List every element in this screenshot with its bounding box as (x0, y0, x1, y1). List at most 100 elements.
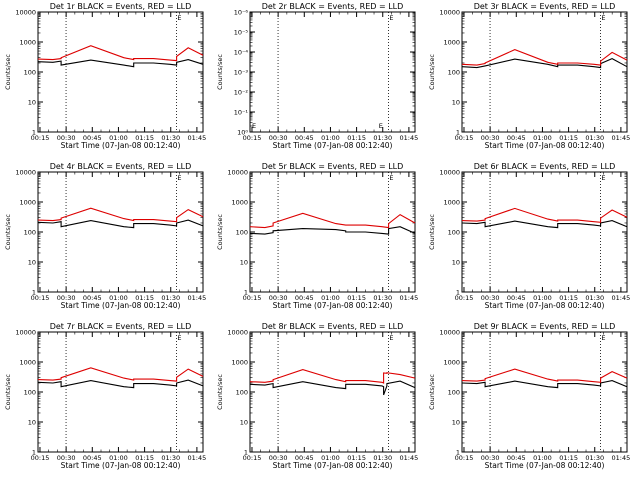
y-axis-label: Counts/sec (4, 374, 12, 410)
x-tick-label: 00:15 (31, 454, 50, 462)
y-tick-label: 100 (448, 69, 460, 77)
panel-det-2: Det 2r BLACK = Events, RED = LLD 10⁰ 10⁻¹ 1… (216, 2, 418, 150)
series-line-lld (461, 207, 628, 223)
series-line-events (249, 226, 416, 235)
y-tick-label: 10⁰ (237, 129, 248, 137)
plot-frame (461, 11, 628, 133)
x-tick-label: 00:15 (243, 134, 262, 142)
plot-frame (37, 11, 204, 133)
e-marker-label: E (379, 122, 383, 130)
y-tick-label: 1 (32, 449, 36, 457)
x-tick-label: 01:30 (373, 134, 392, 142)
panel-det-5: Det 5r BLACK = Events, RED = LLD 1 10 100 10… (216, 162, 418, 310)
panel-title: Det 7r BLACK = Events, RED = LLD (50, 322, 192, 331)
y-tick-label: 1 (32, 129, 36, 137)
e-marker-label: E (389, 334, 393, 342)
x-tick-label: 01:45 (400, 454, 419, 462)
x-tick-label: 01:30 (373, 454, 392, 462)
y-tick-label: 100 (24, 389, 36, 397)
y-tick-label: 10000 (439, 169, 460, 177)
panel-title: Det 3r BLACK = Events, RED = LLD (474, 2, 616, 11)
panel-title: Det 1r BLACK = Events, RED = LLD (50, 2, 192, 11)
y-tick-label: 10⁻⁶ (234, 9, 249, 17)
x-axis-label: Start Time (07-Jan-08 00:12:40) (273, 301, 393, 310)
e-marker-label: E (389, 14, 393, 22)
y-axis-label: Counts/sec (216, 54, 224, 90)
plot-frame (37, 171, 204, 293)
x-tick-label: 01:30 (161, 294, 180, 302)
x-tick-label: 00:15 (455, 294, 474, 302)
x-tick-label: 01:45 (612, 294, 631, 302)
x-tick-label: 00:45 (295, 454, 314, 462)
x-tick-label: 01:15 (347, 134, 366, 142)
series-line-lld (249, 212, 416, 229)
y-axis-label: Counts/sec (428, 374, 436, 410)
series-line-events (37, 59, 204, 68)
y-tick-label: 10000 (227, 329, 248, 337)
y-tick-label: 10 (240, 259, 248, 267)
y-axis-label: Counts/sec (216, 214, 224, 250)
y-tick-label: 100 (236, 389, 248, 397)
series-line-lld (249, 369, 416, 384)
x-tick-label: 00:30 (57, 134, 76, 142)
e-marker-label: E (177, 334, 181, 342)
y-tick-label: 10⁻⁵ (234, 29, 249, 37)
y-tick-label: 10⁻³ (234, 69, 249, 77)
x-tick-label: 00:30 (481, 294, 500, 302)
series-line-lld (37, 367, 204, 382)
x-tick-label: 01:30 (373, 294, 392, 302)
panel-det-1: Det 1r BLACK = Events, RED = LLD 1 10 100 10… (4, 2, 206, 150)
y-tick-label: 1 (456, 289, 460, 297)
y-axis-label: Counts/sec (4, 54, 12, 90)
y-tick-label: 100 (24, 229, 36, 237)
x-tick-label: 01:45 (400, 134, 419, 142)
y-tick-label: 1000 (443, 39, 460, 47)
x-tick-label: 00:45 (507, 134, 526, 142)
x-tick-label: 01:00 (321, 454, 340, 462)
series-line-events (461, 380, 628, 389)
x-tick-label: 01:45 (612, 134, 631, 142)
series-line-events (37, 379, 204, 389)
x-tick-label: 01:45 (188, 294, 207, 302)
y-tick-label: 10⁻² (234, 89, 249, 97)
series-line-lld (461, 49, 628, 66)
series-line-events (461, 220, 628, 229)
e-marker-label: E (177, 174, 181, 182)
x-tick-label: 00:45 (83, 294, 102, 302)
series-line-lld (461, 368, 628, 383)
y-tick-label: 1000 (19, 39, 36, 47)
panel-det-3: Det 3r BLACK = Events, RED = LLD 1 10 100 10… (428, 2, 630, 150)
y-tick-label: 1 (32, 289, 36, 297)
y-tick-label: 10000 (439, 329, 460, 337)
x-tick-label: 01:15 (135, 454, 154, 462)
x-axis-label: Start Time (07-Jan-08 00:12:40) (61, 301, 181, 310)
y-tick-label: 1000 (19, 199, 36, 207)
panel-title: Det 2r BLACK = Events, RED = LLD (262, 2, 404, 11)
y-axis-label: Counts/sec (428, 54, 436, 90)
e-marker-label: E (177, 14, 181, 22)
y-tick-label: 1 (456, 449, 460, 457)
x-axis-label: Start Time (07-Jan-08 00:12:40) (273, 141, 393, 150)
panel-det-4: Det 4r BLACK = Events, RED = LLD 1 10 100 10… (4, 162, 206, 310)
series-line-events (37, 219, 204, 229)
e-marker-label: E (601, 174, 605, 182)
x-tick-label: 00:30 (57, 454, 76, 462)
x-tick-label: 00:15 (455, 134, 474, 142)
y-tick-label: 10⁻¹ (234, 109, 249, 117)
x-tick-label: 01:00 (533, 134, 552, 142)
y-tick-label: 10 (28, 259, 36, 267)
series-line-events (249, 380, 416, 396)
x-tick-label: 00:45 (507, 454, 526, 462)
plot-frame (461, 171, 628, 293)
x-axis-label: Start Time (07-Jan-08 00:12:40) (273, 461, 393, 470)
x-tick-label: 01:45 (188, 454, 207, 462)
y-tick-label: 10000 (15, 9, 36, 17)
y-tick-label: 10000 (227, 169, 248, 177)
x-tick-label: 01:15 (559, 294, 578, 302)
x-tick-label: 00:45 (295, 134, 314, 142)
x-axis-label: Start Time (07-Jan-08 00:12:40) (485, 461, 605, 470)
y-tick-label: 1 (244, 289, 248, 297)
panel-title: Det 8r BLACK = Events, RED = LLD (262, 322, 404, 331)
plot-frame (249, 11, 416, 133)
y-tick-label: 1 (456, 129, 460, 137)
